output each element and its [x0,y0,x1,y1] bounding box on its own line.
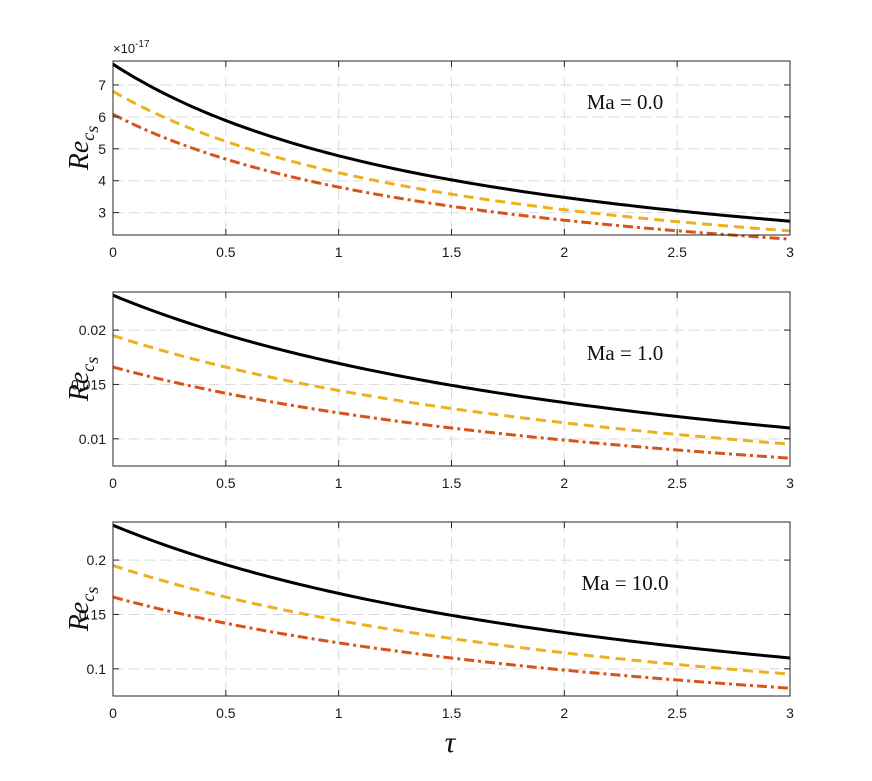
y-tick-label: 0.2 [87,552,107,568]
y-axis-label: Recs [64,126,102,172]
x-tick-label: 2.5 [667,244,687,260]
x-tick-label: 0.5 [216,475,236,491]
series-line-dashed [112,334,791,446]
y-axis-label: Recs [64,357,102,403]
x-tick-label: 0 [109,244,117,260]
panel-2: 0 0.5 1 1.5 2 2.5 3 0.01 0.015 0.02 Recs Ma = 1.0 [64,291,794,491]
x-tick-label: 1.5 [442,705,462,721]
mach-annotation: Ma = 0.0 [587,90,664,114]
x-tick-label: 0 [109,705,117,721]
x-tick-label: 2 [560,475,568,491]
y-tick-label: 0.15 [79,606,106,622]
x-tick-label: 3 [786,244,794,260]
x-tick-label: 2.5 [667,475,687,491]
x-tick-label: 1 [335,705,343,721]
series-line-dashed [112,564,791,676]
series-line-dashdot [112,112,791,241]
mach-annotation: Ma = 10.0 [581,571,668,595]
y-axis-label: Recs [64,587,102,633]
series-line-dashdot [112,365,791,460]
x-tick-label: 3 [786,475,794,491]
series-line-solid [112,293,791,430]
x-tick-label: 1 [335,475,343,491]
y-axis-multiplier: ×10-17 [113,39,150,56]
x-tick-label: 1 [335,244,343,260]
series-line-solid [112,62,791,223]
y-tick-label: 0.02 [79,322,106,338]
mach-annotation: Ma = 1.0 [587,341,664,365]
y-tick-label: 3 [98,205,106,221]
y-tick-label: 0.01 [79,431,106,447]
y-tick-label: 0.1 [87,661,107,677]
panel-1: 0 0.5 1 1.5 2 2.5 3 3 4 5 6 7 Recs ×10-17 Ma = 0.0 [64,39,794,260]
x-tick-label: 1.5 [442,475,462,491]
series-line-dashed [112,90,791,233]
y-tick-label: 4 [98,173,106,189]
x-tick-label: 0 [109,475,117,491]
x-tick-label: 1.5 [442,244,462,260]
y-tick-label: 0.015 [71,376,106,392]
y-tick-label: 7 [98,77,106,93]
y-tick-label: 6 [98,109,106,125]
x-tick-label: 2 [560,705,568,721]
x-tick-label: 2.5 [667,705,687,721]
x-axis-label: τ [445,726,457,759]
series-line-dashdot [112,595,791,690]
y-tick-label: 5 [98,141,106,157]
x-tick-label: 2 [560,244,568,260]
x-tick-label: 0.5 [216,705,236,721]
x-tick-label: 3 [786,705,794,721]
panel-3: 0 0.5 1 1.5 2 2.5 3 0.1 0.15 0.2 Recs Ma = 10.0 [64,521,794,721]
x-tick-label: 0.5 [216,244,236,260]
series-line-solid [112,523,791,660]
